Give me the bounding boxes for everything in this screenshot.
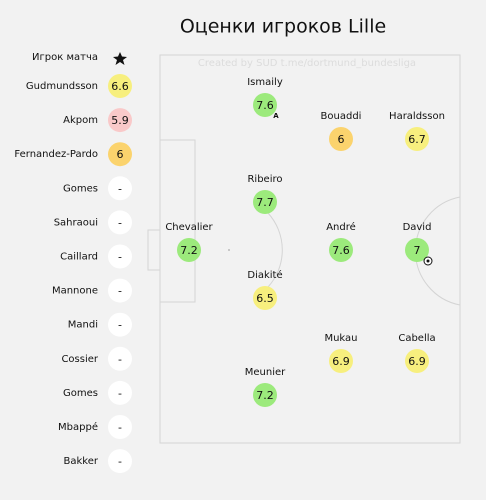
rating: - [118,216,122,229]
rating: 7 [414,244,421,257]
penalty-spot [228,249,230,251]
rating: - [118,387,122,400]
rating: 7.6 [332,244,350,257]
rating: 7.2 [180,244,198,257]
motm-label: Игрок матча [32,52,98,63]
player-name: Mannone [52,286,98,297]
player-name: Chevalier [165,222,213,233]
player-name: Mandi [68,320,98,331]
rating-badge [108,415,132,439]
player-name: André [326,221,356,233]
rating-badge [177,238,201,262]
ball-icon [423,256,433,266]
player-name: Gudmundsson [26,81,98,92]
player-name: Diakité [247,269,282,281]
rating-badge [253,190,277,214]
player-name: Ismaily [247,77,283,88]
goal [147,229,161,271]
rating: 6.5 [256,292,274,305]
rating: 7.2 [256,389,274,402]
player-name: Fernandez-Pardo [14,149,98,160]
rating-badge [108,244,132,269]
rating: 6.9 [408,355,426,368]
rating: 7.6 [256,99,274,112]
rating-badge [108,449,132,474]
player-name: Cabella [398,333,435,344]
rating-badge [253,93,277,117]
rating-badge [253,383,277,407]
rating-badge [108,346,132,371]
rating: - [118,455,122,468]
rating-badge [108,312,132,337]
penalty-arc [267,212,283,288]
penalty-area [159,139,196,303]
player-name: David [403,222,432,233]
rating: 6 [117,148,124,161]
player-name: Cossier [61,354,98,365]
rating: - [118,421,122,434]
player-name: Mbappé [58,421,98,433]
rating: 6 [338,133,345,146]
rating-badge [108,108,132,133]
rating-badge [108,380,132,405]
player-name: Gomes [63,388,98,399]
rating: 5.9 [111,114,129,127]
rating: - [118,319,122,332]
rating: 7.7 [256,196,274,209]
rating: - [118,182,122,195]
rating: - [118,251,122,264]
rating-badge [405,238,429,262]
title: Оценки игроков Lille [180,16,386,38]
rating: - [118,353,122,366]
player-name: Gomes [63,183,98,194]
rating-badge [108,278,132,303]
player-name: Bouaddi [321,111,362,122]
watermark: Created by SUD t.me/dortmund_bundesliga [198,58,416,69]
rating: 6.9 [332,355,350,368]
captain-mark: A [273,112,279,120]
rating: 6.6 [111,80,129,93]
rating-badge [405,349,429,373]
player-name: Haraldsson [389,111,445,122]
player-name: Caillard [60,252,98,263]
rating: 6.7 [408,133,426,146]
player-name: Ribeiro [247,174,282,185]
player-name: Mukau [324,333,357,344]
rating-badge [108,176,132,201]
rating: - [118,285,122,298]
rating-badge [329,349,353,373]
player-name: Akpom [63,115,98,126]
rating-badge [108,74,132,98]
rating-badge [329,127,353,151]
rating-badge [253,286,277,310]
player-name: Bakker [64,456,99,467]
player-name: Meunier [245,367,286,378]
rating-badge [108,210,132,235]
rating-badge [108,142,132,167]
star-icon [113,52,127,65]
rating-badge [405,127,429,151]
rating-badge [329,238,353,262]
player-name: Sahraoui [54,217,98,228]
